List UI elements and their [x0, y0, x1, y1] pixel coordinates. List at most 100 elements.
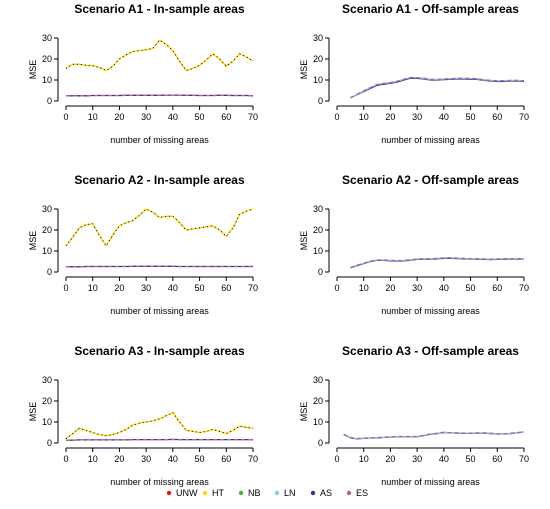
- y-tick-label: 10: [313, 75, 323, 85]
- legend-marker-nb: [238, 490, 244, 496]
- y-axis-label: MSE: [28, 402, 38, 422]
- panel-2: Scenario A1 - Off-sample areas 0 10 20 30 MSE…: [299, 2, 529, 145]
- x-tick-label: 30: [141, 283, 151, 293]
- panel-3: Scenario A2 - In-sample areas 0 10 20 30 MSE 0…: [28, 173, 258, 316]
- x-tick-label: 0: [334, 454, 339, 464]
- legend-marker-ln: [274, 490, 280, 496]
- y-tick-label: 0: [47, 96, 52, 106]
- series-line-unw: [65, 208, 254, 247]
- x-tick-label: 20: [114, 112, 124, 122]
- panel-title: Scenario A3 - Off-sample areas: [342, 344, 519, 358]
- y-tick-label: 30: [42, 375, 52, 385]
- x-tick-label: 50: [195, 283, 205, 293]
- x-tick-label: 10: [88, 112, 98, 122]
- y-tick-label: 0: [47, 267, 52, 277]
- series-line-es: [343, 431, 525, 440]
- legend-marker-es: [346, 490, 352, 496]
- legend-label-unw: UNW: [176, 488, 198, 498]
- x-tick-label: 70: [519, 283, 529, 293]
- panel-title: Scenario A1 - In-sample areas: [74, 2, 245, 16]
- x-tick-label: 60: [221, 112, 231, 122]
- x-tick-label: 0: [334, 112, 339, 122]
- x-tick-label: 30: [412, 454, 422, 464]
- legend: UNW HT NB LN AS ES: [166, 488, 368, 498]
- x-tick-label: 60: [492, 454, 502, 464]
- x-tick-label: 10: [359, 112, 369, 122]
- series-line-ln: [343, 431, 525, 440]
- x-tick-label: 10: [88, 454, 98, 464]
- y-tick-label: 20: [313, 396, 323, 406]
- y-tick-label: 0: [47, 438, 52, 448]
- series-line-ht: [65, 39, 254, 72]
- series-line-es: [66, 94, 254, 97]
- x-tick-label: 40: [168, 112, 178, 122]
- x-tick-label: 20: [385, 112, 395, 122]
- series-line-es: [350, 76, 525, 99]
- x-tick-label: 70: [248, 283, 258, 293]
- y-tick-label: 20: [42, 225, 52, 235]
- x-tick-label: 20: [385, 454, 395, 464]
- legend-label-es: ES: [356, 488, 368, 498]
- x-tick-label: 70: [519, 454, 529, 464]
- x-tick-label: 10: [88, 283, 98, 293]
- y-tick-label: 30: [42, 33, 52, 43]
- series-line-es: [350, 257, 525, 269]
- y-tick-label: 0: [318, 438, 323, 448]
- y-tick-label: 10: [42, 246, 52, 256]
- x-tick-label: 60: [221, 454, 231, 464]
- x-tick-label: 60: [492, 112, 502, 122]
- y-axis-label: MSE: [28, 60, 38, 80]
- legend-marker-ht: [202, 490, 208, 496]
- x-tick-label: 30: [141, 112, 151, 122]
- series-line-unw: [65, 412, 254, 440]
- y-axis-label: MSE: [299, 402, 309, 422]
- x-tick-label: 0: [63, 283, 68, 293]
- y-tick-label: 20: [42, 54, 52, 64]
- series-line-ht: [65, 208, 254, 247]
- y-tick-label: 0: [318, 96, 323, 106]
- series-line-es: [65, 438, 254, 441]
- x-tick-label: 40: [168, 283, 178, 293]
- y-tick-label: 10: [42, 75, 52, 85]
- legend-label-ht: HT: [212, 488, 224, 498]
- y-tick-label: 10: [42, 417, 52, 427]
- x-axis-label: number of missing areas: [381, 135, 480, 145]
- y-tick-label: 10: [313, 417, 323, 427]
- y-axis-label: MSE: [28, 231, 38, 251]
- x-tick-label: 0: [63, 112, 68, 122]
- panel-5: Scenario A3 - In-sample areas 0 10 20 30 MSE 0…: [28, 344, 258, 487]
- x-tick-label: 50: [466, 283, 476, 293]
- series-line-unw: [65, 39, 254, 71]
- x-tick-label: 10: [359, 454, 369, 464]
- x-axis-label: number of missing areas: [381, 306, 480, 316]
- y-tick-label: 20: [42, 396, 52, 406]
- x-tick-label: 40: [439, 283, 449, 293]
- panel-title: Scenario A1 - Off-sample areas: [342, 2, 519, 16]
- panel-title: Scenario A2 - Off-sample areas: [342, 173, 519, 187]
- x-tick-label: 20: [114, 454, 124, 464]
- x-tick-label: 40: [168, 454, 178, 464]
- x-tick-label: 20: [114, 283, 124, 293]
- x-tick-label: 50: [195, 112, 205, 122]
- legend-marker-as: [310, 490, 316, 496]
- y-tick-label: 30: [313, 375, 323, 385]
- y-tick-label: 30: [313, 33, 323, 43]
- x-tick-label: 30: [141, 454, 151, 464]
- panel-6: Scenario A3 - Off-sample areas 0 10 20 30 MSE…: [299, 344, 529, 487]
- x-tick-label: 40: [439, 112, 449, 122]
- x-tick-label: 50: [195, 454, 205, 464]
- x-tick-label: 70: [519, 112, 529, 122]
- series-line-es: [66, 265, 253, 268]
- x-tick-label: 60: [492, 283, 502, 293]
- x-axis-label: number of missing areas: [110, 477, 209, 487]
- x-tick-label: 70: [248, 454, 258, 464]
- legend-marker-unw: [166, 490, 172, 496]
- x-axis-label: number of missing areas: [381, 477, 480, 487]
- panel-title: Scenario A2 - In-sample areas: [74, 173, 245, 187]
- x-tick-label: 70: [248, 112, 258, 122]
- x-tick-label: 0: [63, 454, 68, 464]
- y-axis-label: MSE: [299, 231, 309, 251]
- x-tick-label: 20: [385, 283, 395, 293]
- panel-1: Scenario A1 - In-sample areas 0 10 20 30 MSE 0…: [28, 2, 258, 145]
